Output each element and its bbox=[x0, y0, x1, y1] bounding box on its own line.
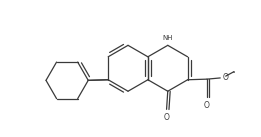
Text: O: O bbox=[223, 73, 229, 82]
Text: O: O bbox=[164, 113, 169, 122]
Text: O: O bbox=[204, 101, 210, 110]
Text: NH: NH bbox=[163, 35, 173, 41]
